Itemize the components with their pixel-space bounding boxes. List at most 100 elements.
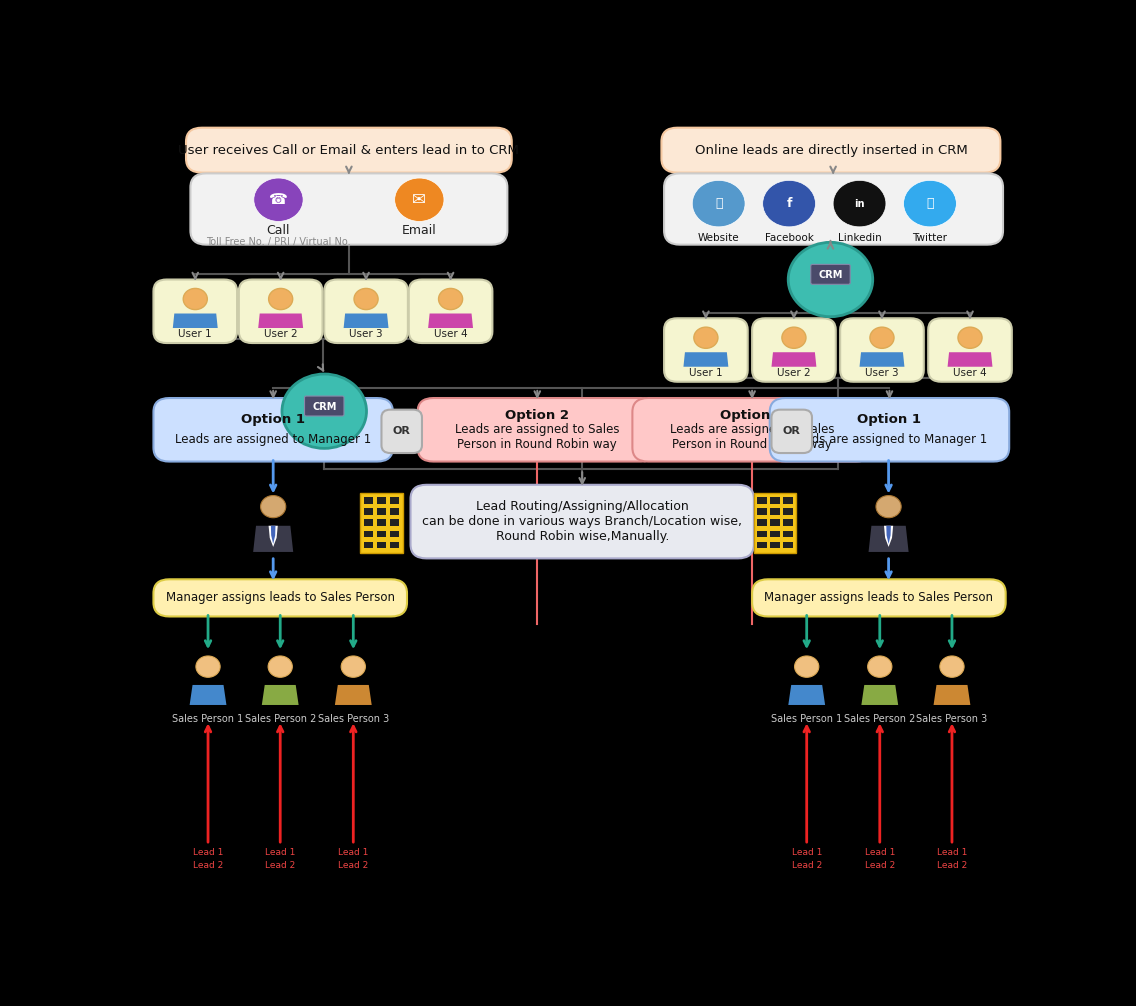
FancyBboxPatch shape bbox=[770, 497, 779, 504]
Circle shape bbox=[958, 327, 982, 348]
FancyBboxPatch shape bbox=[239, 280, 323, 343]
FancyBboxPatch shape bbox=[771, 409, 812, 453]
FancyBboxPatch shape bbox=[153, 398, 393, 462]
FancyBboxPatch shape bbox=[752, 318, 836, 381]
Polygon shape bbox=[886, 526, 891, 544]
Circle shape bbox=[341, 656, 366, 677]
Circle shape bbox=[692, 180, 745, 226]
Circle shape bbox=[782, 327, 805, 348]
Text: Sales Person 3: Sales Person 3 bbox=[917, 714, 987, 724]
Polygon shape bbox=[860, 352, 904, 367]
Text: Lead 1: Lead 1 bbox=[937, 848, 967, 857]
Polygon shape bbox=[335, 685, 371, 705]
FancyBboxPatch shape bbox=[770, 542, 779, 548]
Text: Lead 2: Lead 2 bbox=[792, 861, 821, 870]
FancyBboxPatch shape bbox=[364, 542, 374, 548]
Text: ✉: ✉ bbox=[412, 191, 426, 208]
FancyBboxPatch shape bbox=[186, 128, 511, 173]
Polygon shape bbox=[884, 526, 893, 547]
Circle shape bbox=[868, 656, 892, 677]
Text: Option 2: Option 2 bbox=[506, 409, 569, 422]
Polygon shape bbox=[788, 685, 825, 705]
Polygon shape bbox=[173, 314, 218, 328]
FancyBboxPatch shape bbox=[633, 398, 871, 462]
FancyBboxPatch shape bbox=[377, 542, 386, 548]
Circle shape bbox=[794, 656, 819, 677]
Text: Lead 1: Lead 1 bbox=[193, 848, 223, 857]
Circle shape bbox=[354, 289, 378, 310]
Polygon shape bbox=[190, 685, 226, 705]
Text: Toll Free No. / PRI / Virtual No.: Toll Free No. / PRI / Virtual No. bbox=[206, 236, 351, 246]
FancyBboxPatch shape bbox=[364, 497, 374, 504]
Circle shape bbox=[268, 289, 293, 310]
Text: Leads are assigned to Sales: Leads are assigned to Sales bbox=[456, 424, 619, 437]
Text: Sales Person 1: Sales Person 1 bbox=[173, 714, 243, 724]
Text: Lead 2: Lead 2 bbox=[265, 861, 295, 870]
Text: User 3: User 3 bbox=[866, 368, 899, 378]
Circle shape bbox=[253, 178, 303, 221]
Polygon shape bbox=[684, 352, 728, 367]
Text: Option 1: Option 1 bbox=[858, 413, 921, 427]
Text: in: in bbox=[854, 198, 864, 208]
FancyBboxPatch shape bbox=[783, 508, 793, 515]
Polygon shape bbox=[343, 314, 389, 328]
FancyBboxPatch shape bbox=[758, 508, 767, 515]
Text: Manager assigns leads to Sales Person: Manager assigns leads to Sales Person bbox=[765, 592, 993, 605]
FancyBboxPatch shape bbox=[841, 318, 924, 381]
FancyBboxPatch shape bbox=[770, 519, 779, 526]
Text: Sales Person 2: Sales Person 2 bbox=[844, 714, 916, 724]
Circle shape bbox=[833, 180, 886, 226]
Polygon shape bbox=[261, 685, 299, 705]
FancyBboxPatch shape bbox=[418, 398, 657, 462]
Text: Lead 2: Lead 2 bbox=[193, 861, 223, 870]
Circle shape bbox=[694, 327, 718, 348]
Text: Online leads are directly inserted in CRM: Online leads are directly inserted in CR… bbox=[694, 144, 967, 157]
Circle shape bbox=[394, 178, 444, 221]
FancyBboxPatch shape bbox=[811, 265, 850, 285]
FancyBboxPatch shape bbox=[770, 398, 1009, 462]
Text: Sales Person 1: Sales Person 1 bbox=[771, 714, 842, 724]
FancyBboxPatch shape bbox=[390, 519, 399, 526]
FancyBboxPatch shape bbox=[409, 280, 492, 343]
Text: Call: Call bbox=[267, 224, 290, 237]
Polygon shape bbox=[771, 352, 817, 367]
Polygon shape bbox=[869, 526, 909, 552]
Text: Lead 1: Lead 1 bbox=[792, 848, 821, 857]
Text: Leads are assigned to Sales: Leads are assigned to Sales bbox=[670, 424, 834, 437]
FancyBboxPatch shape bbox=[783, 542, 793, 548]
FancyBboxPatch shape bbox=[390, 542, 399, 548]
Text: User 1: User 1 bbox=[178, 329, 212, 339]
Text: User 4: User 4 bbox=[434, 329, 467, 339]
FancyBboxPatch shape bbox=[783, 530, 793, 537]
FancyBboxPatch shape bbox=[758, 497, 767, 504]
Text: Person in Round Robin way: Person in Round Robin way bbox=[458, 438, 617, 451]
FancyBboxPatch shape bbox=[758, 542, 767, 548]
Circle shape bbox=[438, 289, 462, 310]
Text: Lead 2: Lead 2 bbox=[864, 861, 895, 870]
Text: Person in Round Robin way: Person in Round Robin way bbox=[673, 438, 832, 451]
Circle shape bbox=[876, 496, 901, 518]
FancyBboxPatch shape bbox=[665, 173, 1003, 244]
FancyBboxPatch shape bbox=[364, 508, 374, 515]
FancyBboxPatch shape bbox=[770, 508, 779, 515]
FancyBboxPatch shape bbox=[754, 493, 796, 553]
Text: User 4: User 4 bbox=[953, 368, 987, 378]
FancyBboxPatch shape bbox=[377, 508, 386, 515]
FancyBboxPatch shape bbox=[390, 497, 399, 504]
Text: Lead 1: Lead 1 bbox=[339, 848, 368, 857]
FancyBboxPatch shape bbox=[410, 485, 754, 558]
FancyBboxPatch shape bbox=[758, 530, 767, 537]
Text: Lead Routing/Assigning/Allocation
can be done in various ways Branch/Location wi: Lead Routing/Assigning/Allocation can be… bbox=[423, 500, 742, 543]
Polygon shape bbox=[258, 314, 303, 328]
Polygon shape bbox=[861, 685, 899, 705]
Text: Option 1: Option 1 bbox=[241, 413, 306, 427]
Circle shape bbox=[788, 242, 872, 317]
Circle shape bbox=[903, 180, 957, 226]
Polygon shape bbox=[428, 314, 473, 328]
FancyBboxPatch shape bbox=[377, 497, 386, 504]
Polygon shape bbox=[270, 526, 275, 544]
Text: Leads are assigned to Manager 1: Leads are assigned to Manager 1 bbox=[175, 434, 371, 447]
FancyBboxPatch shape bbox=[665, 318, 747, 381]
FancyBboxPatch shape bbox=[770, 530, 779, 537]
Circle shape bbox=[282, 374, 367, 449]
